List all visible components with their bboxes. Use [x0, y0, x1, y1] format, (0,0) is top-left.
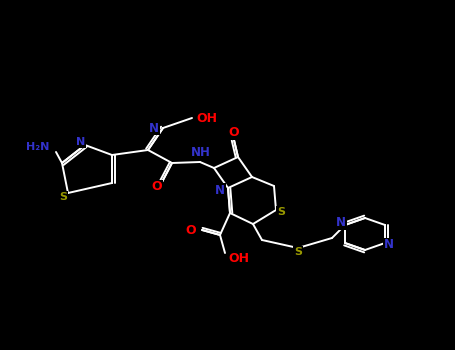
Text: N: N [149, 121, 159, 134]
Text: N: N [215, 183, 225, 196]
Text: OH: OH [196, 112, 217, 125]
Text: S: S [294, 247, 302, 257]
Text: O: O [229, 126, 239, 140]
Text: N: N [76, 137, 86, 147]
Text: S: S [59, 192, 67, 202]
Text: OH: OH [228, 252, 249, 265]
Text: S: S [277, 207, 285, 217]
Text: H₂N: H₂N [26, 142, 50, 152]
Text: NH: NH [191, 147, 211, 160]
Text: N: N [336, 217, 346, 230]
Text: NH: NH [190, 147, 210, 161]
Text: N: N [384, 238, 394, 252]
Text: O: O [185, 224, 196, 237]
Text: O: O [152, 181, 162, 194]
